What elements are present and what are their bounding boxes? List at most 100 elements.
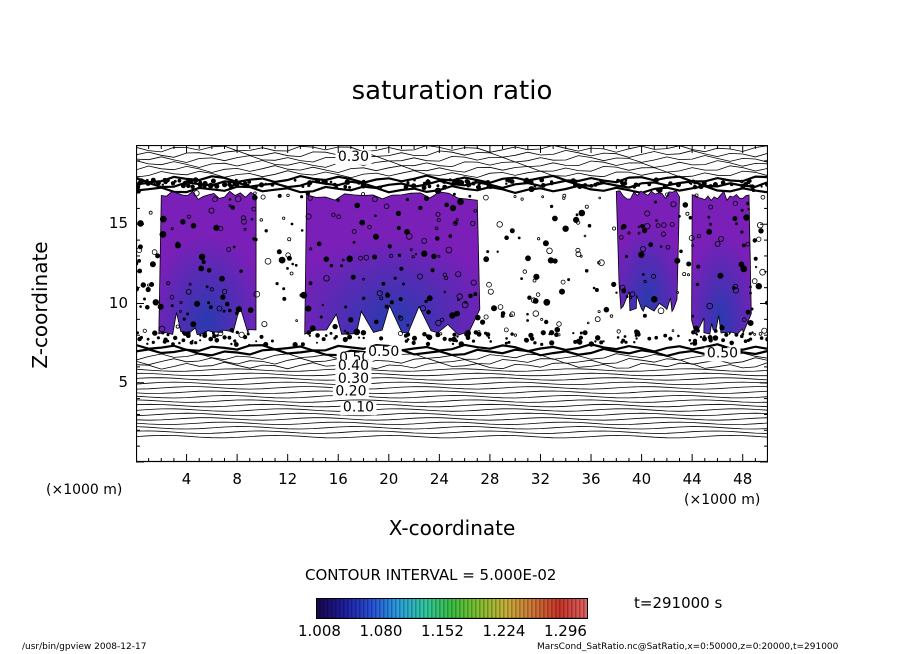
speckle-mark — [637, 231, 641, 235]
speckle-mark — [741, 317, 747, 323]
speckle-mark — [641, 273, 645, 276]
speckle-mark — [191, 339, 194, 342]
speckle-mark — [259, 334, 264, 339]
speckle-mark — [641, 227, 648, 234]
speckle-mark — [332, 323, 338, 330]
speckle-mark — [308, 334, 311, 337]
speckle-mark — [707, 215, 711, 219]
speckle-mark — [252, 237, 256, 241]
speckle-mark — [572, 216, 580, 224]
speckle-mark — [180, 183, 186, 189]
speckle-mark — [145, 305, 150, 310]
speckle-mark — [457, 198, 464, 206]
speckle-mark — [718, 236, 724, 242]
contour-label: 0.30 — [338, 149, 369, 165]
speckle-mark — [655, 219, 658, 222]
speckle-mark — [533, 273, 540, 280]
speckle-mark — [442, 184, 448, 190]
speckle-mark — [551, 215, 558, 222]
speckle-mark — [211, 331, 215, 335]
colorbar-segment — [323, 598, 329, 619]
speckle-mark — [635, 337, 638, 340]
speckle-mark — [599, 179, 604, 184]
colorbar-segment — [399, 598, 405, 619]
speckle-mark — [708, 184, 712, 189]
speckle-mark — [201, 259, 206, 265]
speckle-mark — [321, 303, 325, 307]
x-tick-label: 44 — [682, 470, 702, 488]
speckle-mark — [292, 342, 298, 348]
speckle-mark — [232, 181, 238, 187]
colorbar-segment — [455, 598, 461, 619]
speckle-mark — [146, 337, 150, 341]
speckle-mark — [732, 286, 736, 290]
speckle-mark — [232, 245, 236, 249]
speckle-mark — [286, 267, 289, 270]
speckle-mark — [702, 336, 707, 342]
colorbar-segment — [335, 598, 341, 619]
colorbar — [316, 598, 588, 619]
speckle-mark — [520, 197, 524, 201]
speckle-mark — [451, 336, 457, 343]
speckle-mark — [575, 251, 582, 258]
contour-line — [136, 361, 768, 370]
speckle-mark — [674, 257, 681, 264]
speckle-mark — [323, 256, 330, 262]
speckle-mark — [300, 342, 305, 347]
speckle-mark — [332, 182, 337, 187]
speckle-mark — [214, 338, 220, 343]
speckle-mark — [540, 330, 546, 336]
speckle-mark — [747, 319, 754, 326]
speckle-mark — [721, 338, 725, 343]
speckle-mark — [193, 190, 200, 197]
contour-line — [136, 399, 768, 403]
speckle-mark — [749, 285, 752, 289]
speckle-mark — [227, 335, 232, 340]
speckle-mark — [544, 319, 549, 325]
speckle-mark — [344, 305, 348, 309]
speckle-mark — [691, 179, 696, 184]
speckle-mark — [457, 298, 460, 302]
speckle-mark — [535, 292, 541, 297]
colorbar-segment — [491, 598, 497, 619]
speckle-mark — [735, 222, 738, 226]
speckle-mark — [471, 181, 476, 186]
colorbar-segment — [347, 598, 353, 619]
speckle-mark — [251, 206, 257, 212]
speckle-mark — [203, 331, 207, 335]
speckle-mark — [496, 221, 503, 228]
speckle-mark — [695, 282, 700, 287]
speckle-mark — [743, 339, 748, 343]
speckle-mark — [169, 295, 175, 300]
speckle-mark — [753, 332, 757, 336]
supersaturated-region — [304, 191, 481, 336]
speckle-mark — [756, 236, 762, 242]
speckle-mark — [278, 256, 286, 264]
speckle-mark — [163, 337, 168, 342]
speckle-mark — [509, 228, 515, 234]
colorbar-segment — [411, 598, 417, 619]
speckle-mark — [743, 214, 750, 221]
speckle-mark — [655, 223, 661, 229]
speckle-mark — [234, 195, 242, 203]
supersaturated-region — [615, 190, 680, 313]
speckle-mark — [342, 336, 348, 343]
speckle-mark — [647, 336, 652, 341]
speckle-mark — [334, 185, 339, 190]
contour-label: 0.30 — [338, 371, 369, 387]
speckle-mark — [329, 331, 333, 335]
speckle-mark — [315, 178, 321, 184]
speckle-mark — [275, 282, 279, 286]
speckle-mark — [246, 332, 250, 336]
colorbar-segment — [487, 598, 493, 619]
speckle-mark — [437, 254, 441, 258]
speckle-mark — [151, 340, 155, 344]
plot-area: 0.300.500.500.400.300.200.100.50 — [136, 145, 768, 463]
colorbar-segment — [367, 598, 373, 619]
y-tick-label: 10 — [108, 293, 128, 312]
speckle-mark — [182, 317, 186, 321]
speckle-mark — [421, 250, 428, 257]
speckle-mark — [306, 330, 312, 335]
speckle-mark — [403, 184, 409, 190]
colorbar-segment — [419, 598, 425, 619]
